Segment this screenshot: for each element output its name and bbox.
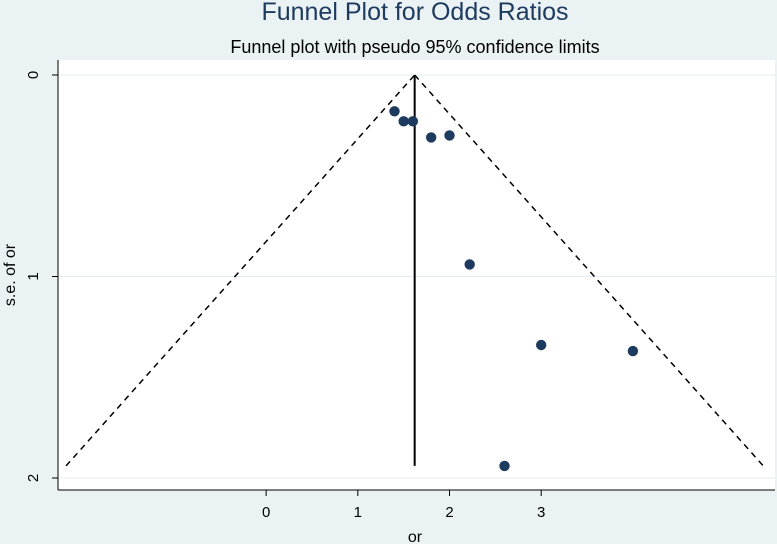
y-tick-label-2: 2 [25,474,42,482]
data-point-3 [407,116,419,127]
y-tick-label-1: 1 [25,272,42,280]
axes [57,60,775,491]
chart-subtitle: Funnel plot with pseudo 95% confidence l… [230,37,599,57]
data-point-4 [425,132,437,143]
x-tick-label-2: 2 [445,504,453,521]
x-axis-ticks: 0 1 2 3 [262,490,545,521]
data-point-6 [464,259,475,270]
y-tick-label-0: 0 [25,71,42,79]
chart-title: Funnel Plot for Odds Ratios [261,0,568,26]
funnel-lines [65,74,764,467]
x-axis-label: or [408,529,423,544]
data-point-5 [444,130,455,141]
gridlines [58,74,775,479]
data-point-8 [535,339,547,351]
y-axis-label: s.e. of or [2,243,19,306]
data-point-9 [627,345,639,357]
data-point-7 [499,460,510,472]
x-tick-label-1: 1 [354,504,362,521]
data-point-1 [389,106,400,117]
plot-area [58,60,775,490]
data-points [389,106,639,472]
data-point-2 [398,116,409,127]
x-tick-label-0: 0 [262,504,270,521]
y-axis-ticks: 0 1 2 [25,71,58,482]
x-tick-label-3: 3 [537,504,545,521]
